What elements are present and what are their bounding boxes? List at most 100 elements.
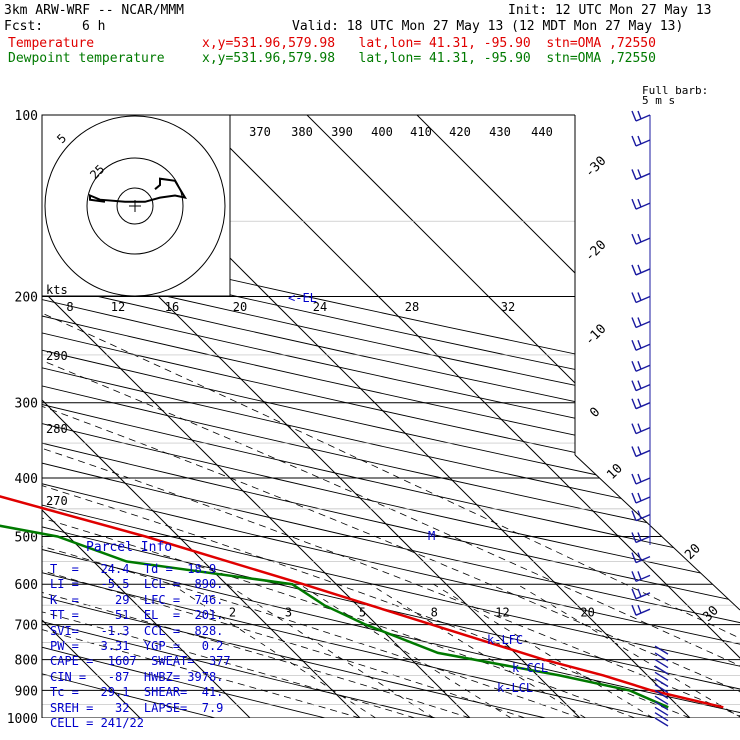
wind-barb-flag — [637, 169, 642, 178]
parcel-annotation-m: M — [428, 529, 435, 543]
parcel-info-title: Parcel Info — [86, 540, 173, 555]
moist-adiabat-line — [42, 296, 581, 718]
wind-barb-flag — [631, 169, 637, 180]
mixing-ratio-label: 5 — [359, 606, 366, 620]
wind-barb-staff — [635, 608, 651, 616]
wind-barb-low — [654, 706, 669, 716]
wind-barb-staff — [635, 237, 651, 245]
wind-barb-flag — [631, 233, 637, 245]
wind-barb — [631, 423, 651, 435]
parcel-annotation-lfc: k-LFC — [487, 633, 523, 647]
wind-barb-flag — [631, 423, 637, 434]
wind-barb-flag — [631, 552, 637, 563]
parcel-info-row: K = 29 LFC = 746. — [50, 592, 224, 607]
isobar-label: 100 — [15, 109, 38, 124]
isotherm-line — [42, 115, 471, 718]
wind-barb-staff — [635, 383, 651, 392]
wind-barb-flag — [631, 398, 637, 409]
speed-tick-label: 28 — [405, 300, 419, 314]
moist-adiabat-line — [42, 296, 740, 718]
dewpoint-legend: Dewpoint temperature — [8, 51, 165, 66]
wind-barb-flag — [637, 360, 642, 370]
wind-barb-flag — [631, 571, 637, 582]
parcel-annotation-lcl: k-LCL — [497, 681, 533, 695]
wind-barb-staff — [635, 172, 651, 181]
wind-barb — [631, 135, 651, 147]
isobar-label: 300 — [15, 397, 38, 412]
parcel-annotation-el: <-EL — [288, 291, 317, 305]
wind-barb-staff — [635, 592, 651, 600]
hodograph-ring — [116, 187, 154, 225]
wind-barb-low — [654, 665, 669, 675]
mixing-ratio-label: 2 — [229, 606, 236, 620]
wind-barb-staff — [635, 202, 651, 210]
wind-barb-low — [654, 658, 669, 669]
wind-barb — [631, 292, 651, 304]
wind-barb-low — [654, 717, 669, 727]
wind-barb — [631, 198, 651, 210]
wind-barb-low — [654, 652, 669, 662]
isobar-label: 900 — [15, 684, 38, 699]
isobar-label: 200 — [15, 291, 38, 306]
theta-label: 420 — [449, 125, 471, 139]
wind-barb-low — [654, 712, 669, 722]
theta-label: 430 — [489, 125, 511, 139]
wind-barb-flag — [631, 264, 637, 276]
wind-barb — [631, 398, 651, 410]
dewpoint-trace — [0, 524, 669, 709]
wind-barb — [631, 340, 651, 351]
speed-tick-label: 32 — [501, 300, 515, 314]
theta-label: 380 — [291, 125, 313, 139]
isobar-label: 600 — [15, 578, 38, 593]
temperature-legend: Temperature — [8, 36, 95, 51]
parcel-info-row: SREH = 32 LAPSE= 7.9 — [50, 700, 224, 715]
theta-label: 390 — [331, 125, 353, 139]
wind-barb-low — [654, 671, 669, 681]
wind-barb-flag — [631, 510, 637, 521]
wind-barbs — [631, 110, 669, 727]
wind-barb — [631, 473, 651, 485]
mixing-ratio-line — [516, 583, 740, 718]
wind-barb-flag — [637, 604, 642, 614]
wind-barb — [631, 110, 651, 122]
wind-barb-flag — [637, 510, 642, 519]
mixing-ratio-label: 3 — [285, 606, 292, 620]
wind-barb-flag — [631, 532, 637, 543]
hodograph-trace — [89, 177, 188, 203]
isotherm-line — [196, 115, 740, 718]
isotherm-right-label: -30 — [582, 154, 609, 181]
sounding-traces — [0, 495, 724, 709]
wind-barb-staff — [635, 402, 651, 410]
fcst-label: Fcst: — [4, 19, 44, 34]
wind-barb — [631, 492, 651, 504]
wind-barb-flag — [637, 473, 642, 483]
wind-barb-low — [654, 701, 669, 711]
wind-barb-staff — [635, 295, 651, 304]
wind-barb-flag — [637, 340, 642, 349]
mixing-ratio-label: 20 — [580, 606, 594, 620]
wind-barb-flag — [637, 398, 642, 407]
parcel-info-row: LI = -5.5 LCL = 890. — [50, 577, 224, 592]
dewpoint-location: x,y=531.96,579.98 lat,lon= 41.31, -95.90… — [202, 51, 656, 66]
wind-barb-flag — [637, 198, 642, 208]
wind-barb-flag — [631, 317, 637, 328]
wind-barb-staff — [635, 268, 651, 276]
parcel-info-row: CIN = -87 HWBZ= 3978. — [50, 669, 224, 684]
wind-barb-flag — [631, 492, 637, 504]
mixing-ratio-label: 8 — [431, 606, 438, 620]
speed-tick-label: 12 — [111, 300, 125, 314]
wind-barb-flag — [637, 492, 642, 502]
init-time: Init: 12 UTC Mon 27 May 13 — [508, 3, 712, 18]
isotherm-line — [42, 115, 361, 718]
wind-barb-staff — [635, 427, 651, 435]
wind-barb-staff — [635, 364, 651, 372]
speed-tick-label: 16 — [165, 300, 179, 314]
parcel-info-row: T = 24.4 Td = 18.9 — [50, 562, 217, 576]
wind-barb-flag — [637, 552, 642, 561]
wind-barb-low — [654, 695, 669, 705]
hodograph-speed-axis-label: kts — [46, 283, 68, 297]
wind-barb-flag — [631, 110, 637, 122]
mixing-ratio-label: 12 — [495, 606, 509, 620]
